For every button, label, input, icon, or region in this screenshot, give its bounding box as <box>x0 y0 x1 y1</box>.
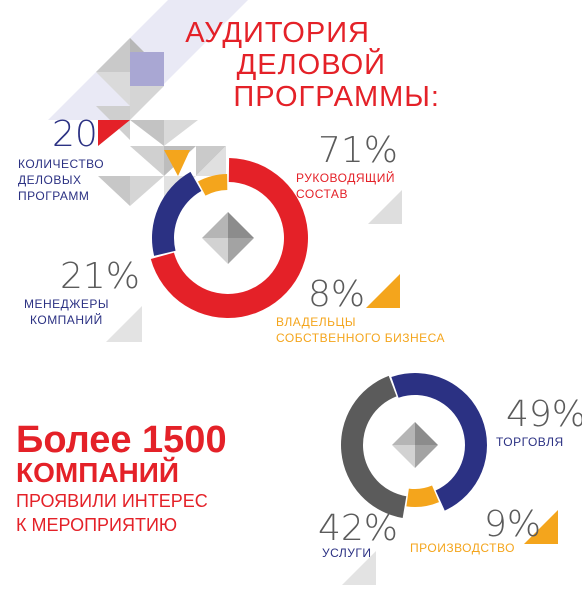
triangle-pattern <box>96 38 226 206</box>
managers-label-line-2: КОМПАНИЙ <box>30 313 103 327</box>
center-diamond-1 <box>202 212 254 264</box>
audience-donut-chart <box>150 158 308 318</box>
leaders-label-line-2: СОСТАВ <box>296 187 348 201</box>
programs-label-line-1: КОЛИЧЕСТВО <box>18 157 105 171</box>
production-percent: 9% <box>484 504 542 545</box>
managers-label-line-1: МЕНЕДЖЕРЫ <box>24 297 110 311</box>
managers-percent: 21% <box>60 256 141 297</box>
center-diamond-2 <box>392 422 438 468</box>
companies-subline-2: К МЕРОПРИЯТИЮ <box>16 515 178 535</box>
companies-slice-1 <box>391 373 487 511</box>
accent-triangle-owners <box>366 274 400 308</box>
services-percent: 42% <box>318 508 399 549</box>
accent-triangle-managers <box>106 306 142 342</box>
companies-slice-3 <box>341 375 407 518</box>
owners-percent: 8% <box>308 274 366 315</box>
audience-slice-1 <box>150 158 308 318</box>
companies-donut-chart <box>341 373 487 518</box>
companies-slice-2 <box>406 485 440 507</box>
leaders-label-line-1: РУКОВОДЯЩИЙ <box>296 171 396 185</box>
accent-triangle-production <box>524 510 558 544</box>
accent-triangle-leaders <box>368 190 402 224</box>
services-label: УСЛУГИ <box>322 546 372 560</box>
title-line-2: ДЕЛОВОЙ <box>236 49 386 81</box>
programs-label-line-2: ДЕЛОВЫХ <box>18 173 82 187</box>
accent-triangle-services <box>342 551 376 585</box>
production-label: ПРОИЗВОДСТВО <box>410 541 515 555</box>
leaders-percent: 71% <box>318 130 399 171</box>
owners-label-line-2: СОБСТВЕННОГО БИЗНЕСА <box>276 331 446 345</box>
companies-headline-line-2: КОМПАНИЙ <box>16 457 180 488</box>
owners-label-line-1: ВЛАДЕЛЬЦЫ <box>276 315 357 329</box>
companies-subline-1: ПРОЯВИЛИ ИНТЕРЕС <box>16 491 208 511</box>
title-line-3: ПРОГРАММЫ: <box>233 81 440 113</box>
programs-count: 20 <box>52 114 98 155</box>
companies-headline-line-1: Более 1500 <box>16 419 227 461</box>
trade-percent: 49% <box>506 394 582 435</box>
audience-slice-3 <box>197 174 228 196</box>
trade-label: ТОРГОВЛЯ <box>496 435 564 449</box>
programs-label-line-3: ПРОГРАММ <box>18 189 90 203</box>
title-line-1: АУДИТОРИЯ <box>185 17 370 49</box>
audience-slice-2 <box>152 171 202 256</box>
